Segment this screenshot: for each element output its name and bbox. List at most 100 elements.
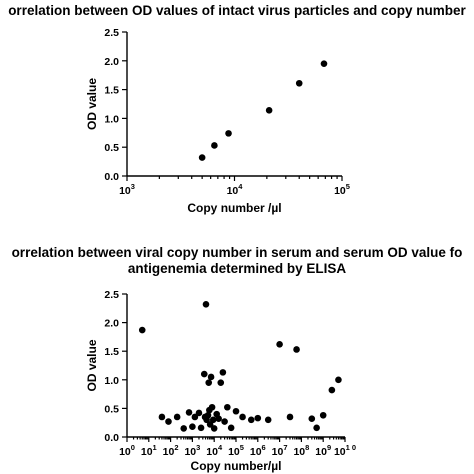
data-point: [198, 154, 206, 161]
x-tick-base: 10: [315, 446, 327, 458]
x-tick-exponent: 8: [305, 443, 309, 452]
data-point: [138, 326, 146, 334]
y-tick-label: 2.0: [104, 56, 119, 68]
x-tick-label: 105: [228, 443, 244, 458]
x-tick-base: 10: [184, 446, 196, 458]
data-point: [247, 416, 255, 424]
data-point: [165, 418, 172, 425]
x-tick-base: 10: [334, 446, 346, 458]
data-point: [211, 142, 218, 149]
x-tick-base: 10: [119, 446, 131, 458]
data-point: [293, 346, 300, 353]
x-tick-exponent: 3: [131, 182, 135, 191]
x-tick-base: 10: [141, 446, 153, 458]
data-point: [239, 413, 246, 421]
x-axis-label: Copy number /µl: [187, 201, 281, 215]
x-tick-exponent: 4: [218, 443, 223, 452]
x-tick-exponent: 6: [262, 443, 266, 452]
data-point: [295, 79, 303, 87]
x-tick-label: 102: [163, 443, 179, 458]
x-tick-label: 109: [315, 443, 331, 458]
chart-top-od-vs-copy-number: orrelation between OD values of intact v…: [8, 3, 466, 215]
x-tick-label: 101 0: [334, 443, 356, 458]
data-point: [207, 373, 215, 381]
data-point: [265, 107, 273, 114]
data-point: [180, 425, 188, 432]
x-tick-base: 10: [293, 446, 305, 458]
data-point: [173, 413, 181, 421]
chart-title: orrelation between viral copy number in …: [12, 245, 463, 260]
data-point: [197, 424, 205, 432]
x-tick-label: 107: [272, 443, 288, 458]
y-tick-label: 1.5: [104, 346, 119, 358]
data-point: [221, 418, 228, 425]
data-point: [191, 413, 199, 421]
x-tick-label: 108: [293, 443, 309, 458]
x-tick-label: 105: [334, 182, 350, 197]
y-tick-label: 1.0: [104, 113, 119, 125]
y-tick-label: 0.5: [104, 403, 119, 415]
y-tick-label: 2.0: [104, 318, 119, 330]
y-tick-label: 0.0: [104, 171, 119, 183]
x-tick-label: 106: [250, 443, 266, 458]
data-point: [227, 424, 235, 432]
chart-title: antigenemia determined by ELISA: [128, 261, 347, 276]
y-axis-label: OD value: [85, 339, 99, 391]
data-point: [335, 376, 342, 384]
data-point: [308, 415, 316, 422]
chart-bottom-serum-od-vs-copy-number: orrelation between viral copy number in …: [12, 245, 463, 473]
x-tick-label: 104: [227, 182, 244, 197]
data-point: [210, 425, 218, 432]
x-tick-base: 10: [334, 185, 346, 197]
data-point: [215, 415, 222, 422]
x-tick-label: 104: [206, 443, 223, 458]
x-tick-exponent: 7: [283, 443, 287, 452]
y-axis-label: OD value: [85, 78, 99, 130]
data-point: [202, 300, 210, 308]
x-tick-exponent: 9: [327, 443, 331, 452]
data-point: [185, 409, 193, 416]
data-point: [205, 379, 213, 386]
data-point: [320, 60, 328, 67]
data-point: [189, 423, 196, 431]
y-tick-label: 2.5: [104, 289, 119, 301]
x-tick-base: 10: [272, 446, 284, 458]
x-tick-exponent: 1 0: [346, 443, 356, 452]
data-point: [313, 424, 320, 432]
x-tick-base: 10: [228, 446, 240, 458]
x-tick-label: 103: [119, 182, 135, 197]
x-tick-base: 10: [119, 185, 131, 197]
data-point: [264, 416, 272, 424]
data-point: [209, 416, 217, 424]
x-tick-exponent: 5: [240, 443, 244, 452]
data-point: [276, 341, 283, 348]
x-tick-label: 103: [184, 443, 200, 458]
x-tick-base: 10: [227, 185, 239, 197]
y-tick-label: 1.0: [104, 375, 119, 387]
y-tick-label: 0.5: [104, 142, 119, 154]
x-tick-exponent: 1: [153, 443, 157, 452]
data-point: [219, 369, 227, 376]
data-point: [217, 379, 225, 386]
x-tick-base: 10: [250, 446, 262, 458]
data-point: [224, 403, 231, 411]
data-point: [204, 411, 212, 419]
x-tick-exponent: 0: [131, 443, 135, 452]
data-point: [286, 413, 294, 421]
x-tick-exponent: 2: [174, 443, 178, 452]
chart-title: orrelation between OD values of intact v…: [8, 3, 466, 18]
data-point: [195, 409, 203, 417]
data-point: [158, 413, 166, 421]
data-point: [254, 414, 262, 422]
x-tick-exponent: 5: [346, 182, 350, 191]
data-point: [328, 386, 336, 394]
y-tick-label: 2.5: [104, 27, 119, 39]
x-tick-label: 101: [141, 443, 157, 458]
x-tick-base: 10: [206, 446, 218, 458]
data-point: [319, 411, 327, 419]
data-point: [232, 407, 240, 415]
x-tick-label: 100: [119, 443, 135, 458]
data-point: [200, 370, 208, 378]
y-tick-label: 0.0: [104, 432, 119, 444]
